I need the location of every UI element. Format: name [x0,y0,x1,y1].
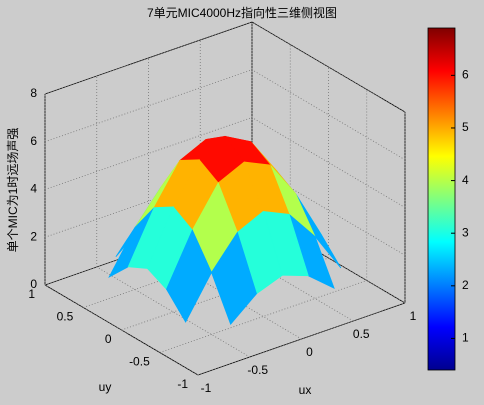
colorbar-tick-label: 2 [462,278,469,292]
grid-line [83,235,291,308]
surface-patch [166,229,212,323]
grid-line [44,69,253,143]
z-tick-label: 2 [30,229,37,243]
colorbar [427,27,456,371]
y-tick-label: -1 [177,377,188,391]
x-tick-label: -0.5 [247,363,268,377]
z-axis-label: 单个MIC为1时远场声强 [6,128,20,253]
colorbar-tick-label: 3 [462,225,469,239]
colorbar-tick-label: 6 [462,68,469,82]
y-tick-label: 1 [28,287,35,301]
grid-line [251,21,406,113]
colorbar-tick-label: 1 [462,331,469,345]
x-axis-label: ux [299,383,312,397]
z-tick-label: 6 [30,134,37,148]
y-tick-label: -0.5 [129,355,150,369]
grid-line [159,280,367,353]
x-tick-label: 0 [306,345,313,359]
colorbar-tick-label: 5 [462,120,469,134]
colorbar-tick-label: 4 [462,173,469,187]
y-axis-label: uy [99,380,112,394]
grid-line [44,212,253,286]
x-tick-label: 0.5 [353,327,370,341]
grid-line [44,284,199,376]
y-tick-label: 0.5 [57,310,74,324]
z-tick-label: 8 [30,86,37,100]
surface-patch [211,231,257,326]
grid-line [251,117,406,208]
z-tick-label: 4 [30,182,37,196]
grid-line [44,117,253,190]
grid-line [251,69,406,161]
x-tick-label: 1 [410,309,417,323]
grid-line [96,266,250,358]
grid-line [44,21,253,95]
z-tick-label: 0 [30,277,37,291]
grid-line [197,302,406,376]
grid-line [121,257,329,331]
y-tick-label: 0 [105,332,112,346]
x-tick-label: -1 [201,381,212,395]
grid-line [44,164,253,238]
chart-title: 7单元MIC4000Hz指向性三维侧视图 [147,5,337,20]
